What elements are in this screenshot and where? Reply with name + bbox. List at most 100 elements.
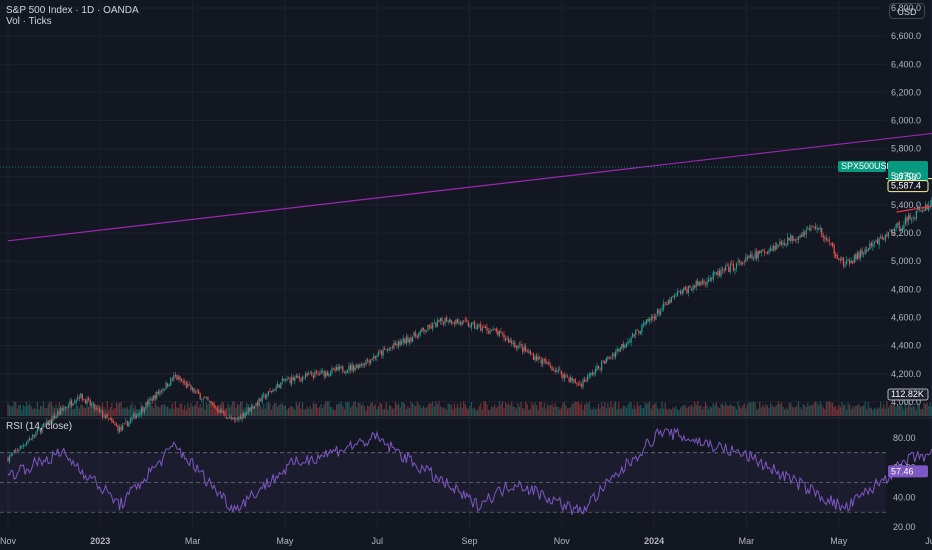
candle-body — [473, 321, 476, 329]
candle-body — [658, 309, 660, 315]
volume-bar — [712, 403, 714, 416]
x-tick-label: Mar — [185, 536, 201, 546]
volume-bar — [858, 403, 860, 416]
volume-bar — [204, 409, 206, 416]
volume-bar — [32, 409, 34, 416]
rsi-line — [7, 427, 932, 516]
candle-body — [774, 245, 776, 250]
candle-body — [27, 440, 29, 442]
volume-bar — [787, 409, 789, 416]
volume-bar — [160, 404, 163, 416]
candle-body — [588, 374, 590, 377]
candle-body — [720, 270, 722, 277]
candle-body — [582, 379, 584, 388]
candle-body — [224, 411, 226, 417]
candle-body — [371, 358, 373, 360]
volume-bar — [208, 403, 211, 416]
volume-bar — [518, 406, 521, 416]
candle-body — [39, 428, 42, 433]
currency-button[interactable]: USD — [889, 3, 925, 19]
volume-bar — [765, 404, 767, 416]
candle-body — [376, 356, 378, 358]
x-tick-label: Jul — [371, 536, 383, 546]
candle-body — [109, 418, 111, 420]
candle-body — [818, 227, 820, 230]
candle-body — [143, 409, 145, 412]
volume-bar — [869, 407, 871, 416]
volume-bar — [782, 406, 784, 416]
volume-bar — [281, 403, 283, 416]
volume-bar — [751, 402, 753, 416]
volume-bar — [534, 402, 536, 416]
volume-bar — [920, 408, 922, 416]
candle-body — [532, 354, 535, 360]
volume-bar — [112, 409, 114, 416]
candle-body — [619, 347, 621, 352]
candle-body — [906, 217, 908, 222]
volume-bar — [590, 408, 592, 416]
x-tick-label: 2024 — [644, 536, 664, 546]
candle-body — [399, 341, 401, 345]
candle-body — [449, 318, 451, 323]
volume-bar — [742, 405, 744, 416]
candle-body — [514, 342, 516, 348]
volume-bar — [892, 402, 894, 416]
volume-bar — [349, 407, 352, 416]
volume-bar — [111, 403, 113, 416]
candle-body — [576, 382, 578, 384]
volume-bar — [484, 401, 486, 416]
volume-bar — [582, 409, 584, 416]
candle-body — [343, 371, 345, 373]
candle-body — [252, 406, 254, 409]
candle-body — [918, 209, 920, 210]
volume-bar — [15, 401, 17, 416]
volume-bar — [92, 401, 94, 416]
candle-body — [811, 226, 814, 227]
volume-bar — [326, 401, 328, 416]
candle-body — [855, 254, 857, 259]
volume-bar — [345, 402, 347, 416]
volume-bar — [314, 403, 316, 416]
volume-bar — [525, 401, 527, 416]
candle-body — [105, 414, 107, 419]
volume-bar — [613, 403, 615, 416]
candle-body — [872, 243, 874, 247]
volume-bar — [526, 404, 528, 416]
candle-body — [295, 375, 297, 379]
volume-bar — [574, 401, 576, 416]
candle-body — [435, 322, 437, 328]
candle-body — [760, 250, 762, 253]
candle-body — [181, 379, 183, 382]
candle-body — [504, 338, 507, 340]
volume-bar — [382, 409, 384, 416]
candle-body — [215, 407, 217, 409]
volume-bar — [187, 403, 189, 416]
countdown-label: 37:53 — [894, 172, 917, 182]
candle-body — [250, 406, 252, 412]
volume-bar — [190, 402, 192, 416]
y-tick-label: 6,600.0 — [891, 31, 921, 41]
volume-bar — [601, 401, 603, 416]
volume-bar — [515, 408, 517, 416]
x-tick-label: May — [276, 536, 294, 546]
volume-bar — [849, 404, 851, 416]
candle-body — [167, 383, 169, 387]
volume-bar — [532, 404, 535, 416]
candle-body — [53, 415, 56, 419]
volume-bar — [607, 402, 609, 416]
y-tick-label: 4,200.0 — [891, 369, 921, 379]
volume-bar — [101, 402, 104, 416]
volume-bar — [779, 404, 781, 416]
volume-bar — [38, 409, 40, 416]
candle-body — [923, 210, 925, 212]
volume-bar — [26, 401, 28, 416]
volume-bar — [239, 401, 242, 416]
candle-body — [176, 375, 178, 380]
candle-body — [628, 341, 631, 343]
candle-body — [856, 252, 858, 260]
candle-body — [602, 361, 604, 362]
candle-body — [501, 332, 504, 334]
volume-bar — [647, 402, 649, 416]
volume-bar — [27, 405, 29, 416]
